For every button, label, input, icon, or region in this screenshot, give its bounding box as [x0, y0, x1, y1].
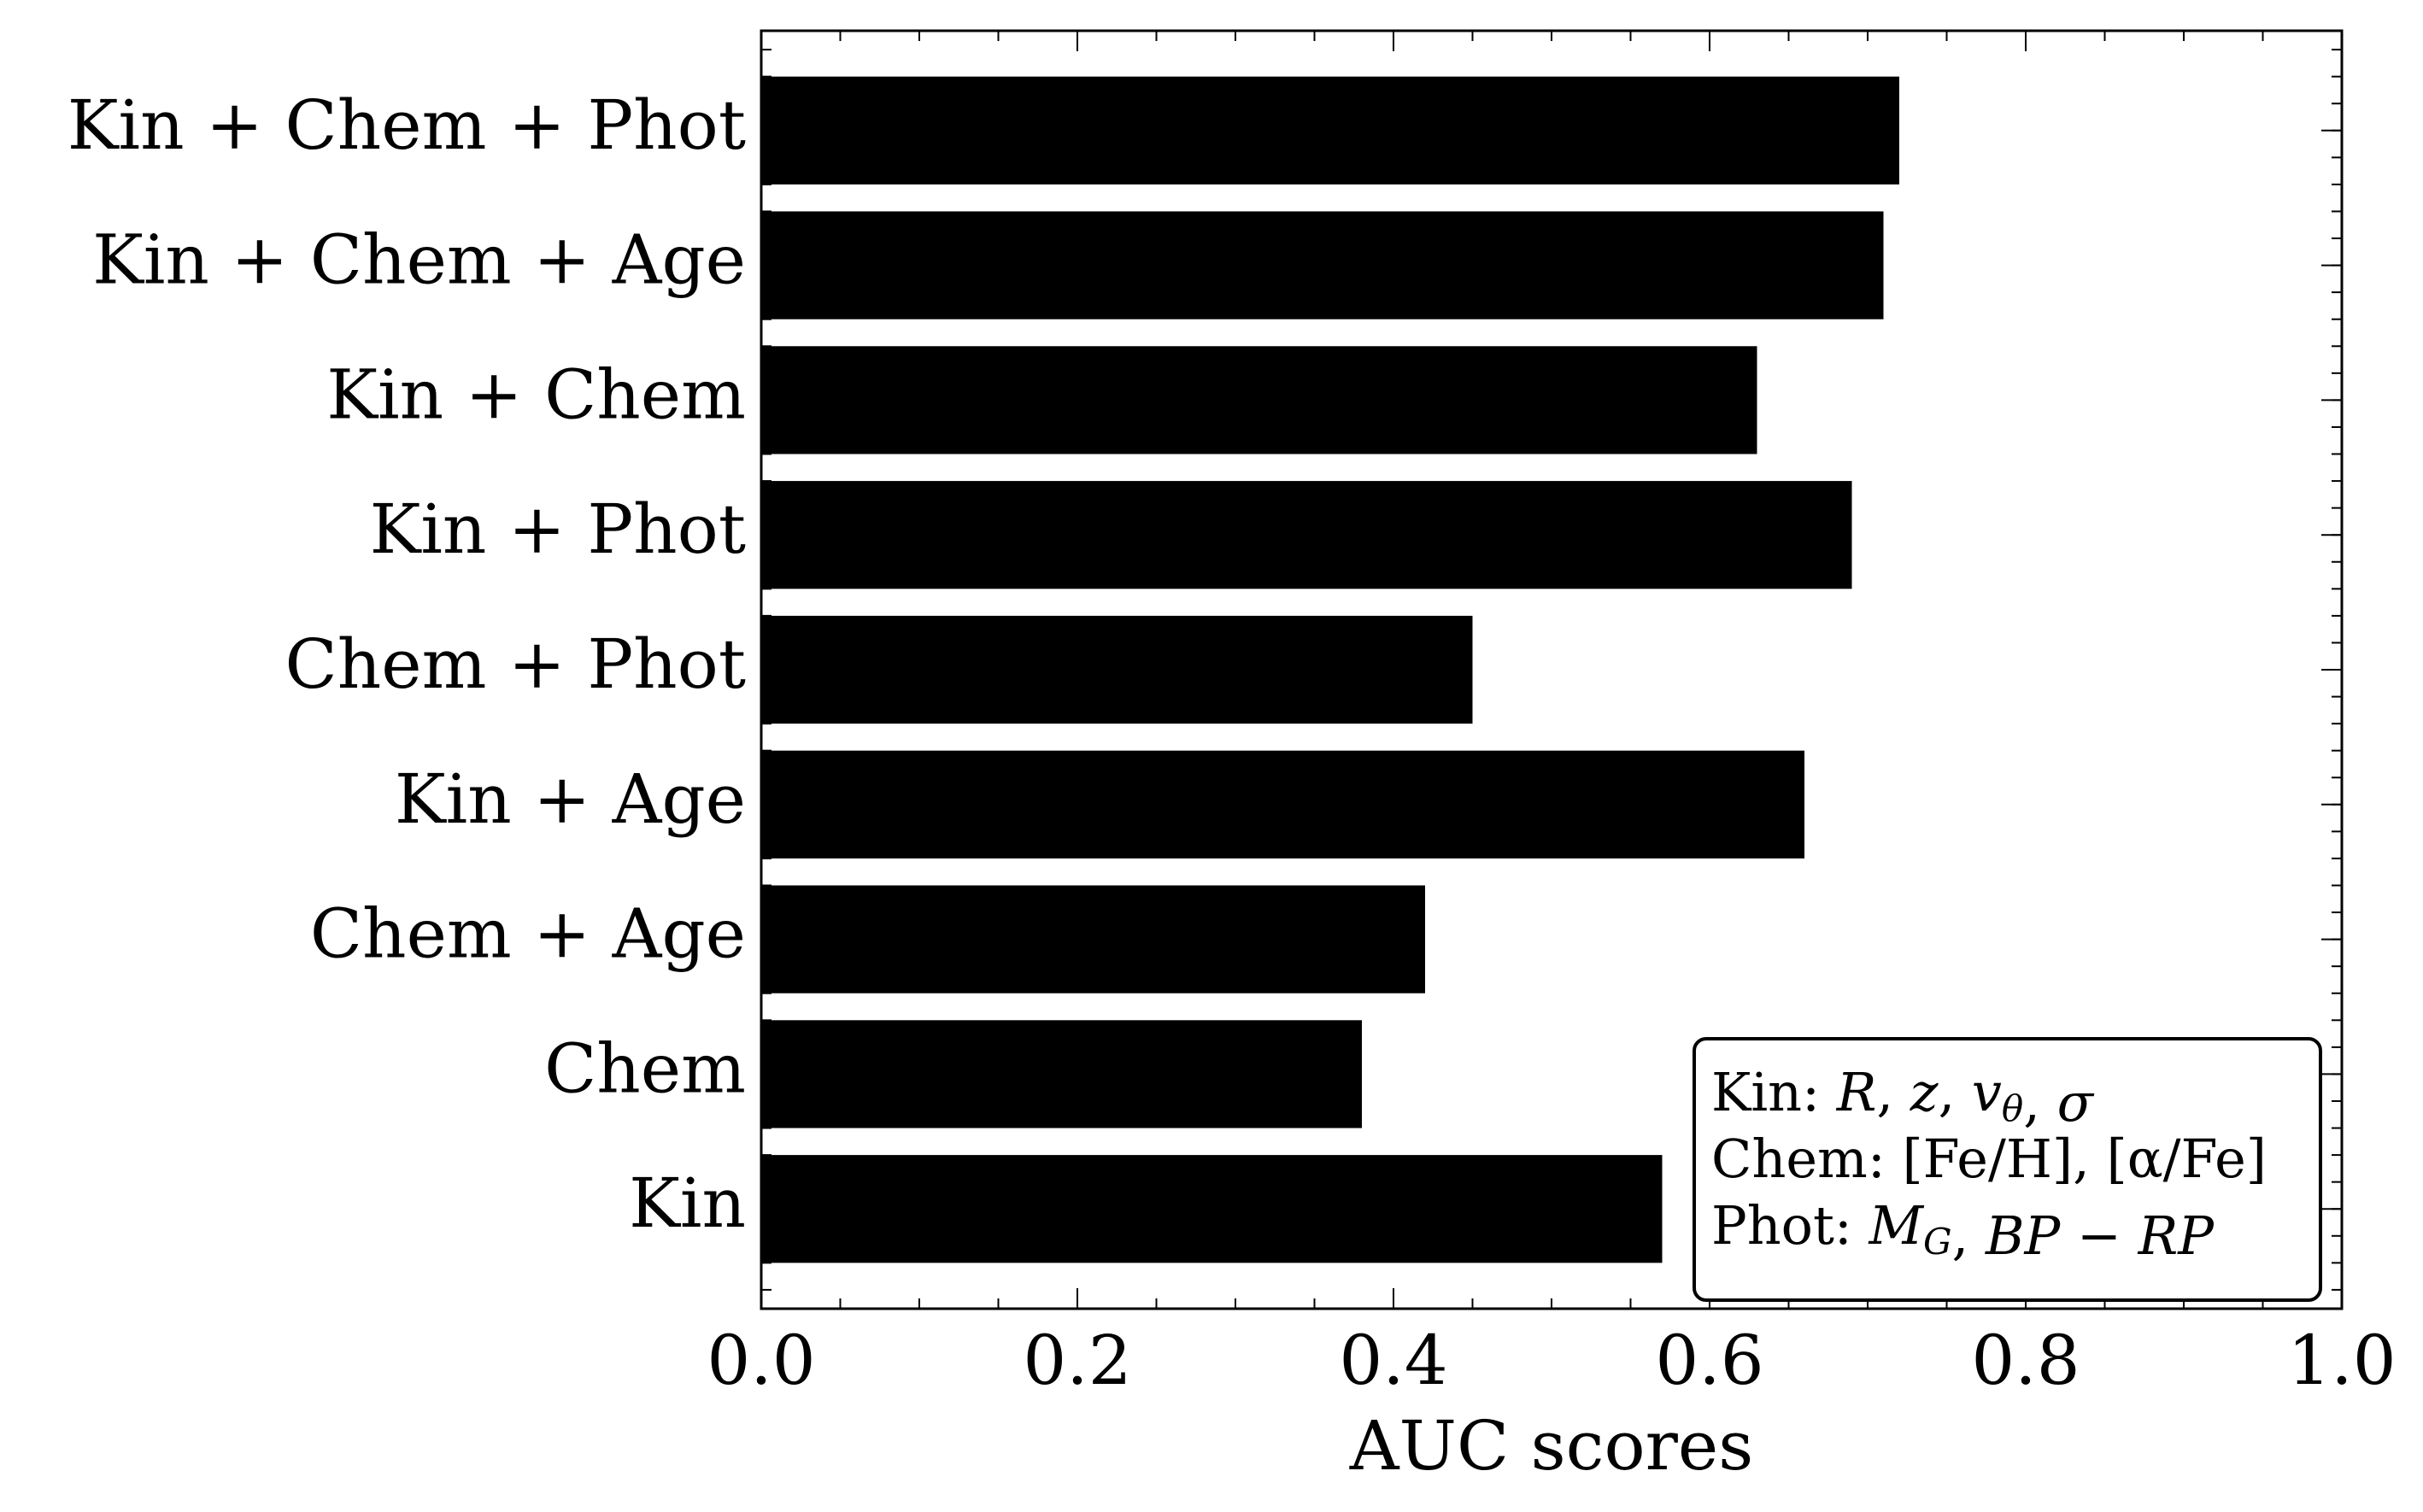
bar-kin-chem — [761, 346, 1757, 454]
bar-chem — [761, 1020, 1362, 1128]
category-label: Kin + Chem + Age — [92, 220, 746, 300]
legend-part: , — [2023, 1071, 2056, 1134]
legend-part: R — [1836, 1061, 1877, 1123]
bars-layer — [761, 76, 1899, 1263]
legend-prefix: Phot: — [1711, 1194, 1869, 1257]
x-tick-label: 0.6 — [1655, 1321, 1763, 1400]
bar-kin-age — [761, 750, 1804, 859]
legend-part: RP — [2138, 1204, 2215, 1267]
bar-kin-phot — [761, 481, 1852, 589]
bar-chem-phot — [761, 615, 1473, 724]
legend-part: , — [1952, 1204, 1986, 1267]
legend-line: Phot: MG, BP − RP — [1711, 1194, 2215, 1267]
legend-part: z — [1910, 1061, 1939, 1123]
x-tick-label: 1.0 — [2287, 1321, 2396, 1400]
category-label: Kin + Age — [395, 759, 746, 839]
legend-line: Kin: R, z, vθ, σ — [1711, 1061, 2095, 1134]
category-label: Kin + Phot — [370, 489, 746, 569]
x-axis-title: AUC scores — [1349, 1406, 1754, 1486]
legend-part: v — [1972, 1061, 2002, 1123]
legend-line: Chem: [Fe/H], [α/Fe] — [1711, 1128, 2267, 1190]
legend-part: [Fe/H], [α/Fe] — [1902, 1128, 2267, 1190]
legend-part: σ — [2057, 1071, 2095, 1134]
legend-part: M — [1869, 1194, 1925, 1257]
legend-part: G — [1923, 1221, 1952, 1263]
labels-layer: Kin + Chem + Phot Kin + Chem + Age Kin + C… — [67, 85, 2397, 1400]
legend-prefix: Chem: — [1711, 1128, 1902, 1190]
x-tick-label: 0.4 — [1339, 1321, 1447, 1400]
bar-kin-chem-age — [761, 211, 1884, 319]
category-label: Chem + Age — [310, 894, 746, 974]
bar-kin — [761, 1155, 1663, 1263]
legend-prefix: Kin: — [1711, 1061, 1837, 1123]
legend-part: BP — [1985, 1204, 2062, 1267]
legend-part: , — [1938, 1061, 1971, 1123]
bar-kin-chem-phot — [761, 76, 1899, 185]
x-tick-label: 0.0 — [707, 1321, 815, 1400]
x-tick-label: 0.8 — [1971, 1321, 2080, 1400]
category-label: Kin — [629, 1163, 746, 1243]
legend-part: − — [2060, 1204, 2138, 1267]
legend-frame — [1693, 1037, 2322, 1302]
plot-frame — [760, 29, 2344, 1310]
category-label: Kin + Chem + Phot — [67, 85, 746, 165]
category-label: Kin + Chem — [326, 355, 746, 434]
category-label: Chem — [544, 1029, 746, 1108]
category-label: Chem + Phot — [285, 624, 747, 704]
bar-chem-age — [761, 885, 1425, 993]
x-tick-label: 0.2 — [1023, 1321, 1131, 1400]
legend-part: θ — [2002, 1087, 2023, 1129]
legend-part: , — [1876, 1061, 1910, 1123]
